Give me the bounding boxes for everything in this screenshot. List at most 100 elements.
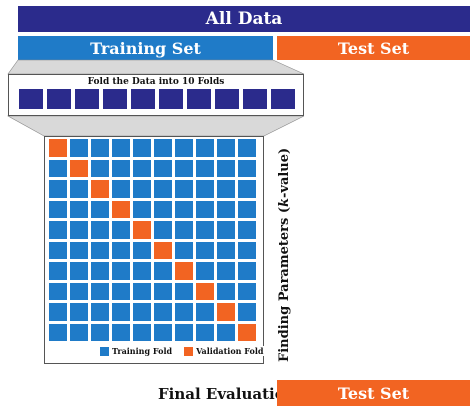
training-fold-cell	[70, 221, 88, 239]
training-fold-cell	[70, 303, 88, 321]
training-fold-cell	[91, 139, 109, 157]
side-label: Finding Parameters (k-value)	[277, 148, 292, 362]
training-fold-cell	[154, 159, 172, 177]
training-fold-cell	[112, 303, 130, 321]
training-fold-cell	[49, 200, 67, 218]
training-fold-cell	[112, 241, 130, 259]
training-fold-cell	[91, 303, 109, 321]
training-set-label: Training Set	[90, 38, 201, 58]
training-fold-cell	[133, 180, 151, 198]
training-fold-cell	[133, 303, 151, 321]
training-fold-cell	[238, 221, 256, 239]
training-fold-cell	[196, 241, 214, 259]
training-fold-cell	[133, 241, 151, 259]
training-fold-cell	[112, 323, 130, 341]
training-fold-cell	[175, 241, 193, 259]
training-fold-cell	[49, 323, 67, 341]
training-fold-cell	[217, 159, 235, 177]
training-swatch	[100, 346, 109, 356]
validation-fold-cell	[49, 139, 67, 157]
fold-block	[215, 89, 239, 109]
training-fold-cell	[196, 200, 214, 218]
training-fold-cell	[238, 159, 256, 177]
training-fold-cell	[175, 139, 193, 157]
validation-fold-cell	[196, 282, 214, 300]
validation-fold-cell	[70, 159, 88, 177]
training-fold-cell	[154, 282, 172, 300]
training-fold-cell	[49, 282, 67, 300]
fold-block	[131, 89, 155, 109]
side-label-italic: k	[277, 198, 292, 208]
test-set-bar: Test Set	[277, 36, 470, 60]
training-fold-cell	[70, 139, 88, 157]
training-fold-cell	[238, 139, 256, 157]
validation-fold-cell	[133, 221, 151, 239]
training-fold-cell	[49, 241, 67, 259]
training-fold-cell	[133, 159, 151, 177]
training-fold-cell	[70, 241, 88, 259]
cross-validation-grid-panel	[44, 136, 264, 364]
training-fold-cell	[49, 159, 67, 177]
training-fold-cell	[238, 303, 256, 321]
training-fold-cell	[112, 262, 130, 280]
training-fold-cell	[154, 139, 172, 157]
training-fold-cell	[175, 303, 193, 321]
training-fold-cell	[217, 180, 235, 198]
training-fold-cell	[112, 139, 130, 157]
training-fold-cell	[175, 282, 193, 300]
training-fold-cell	[91, 262, 109, 280]
training-fold-cell	[238, 262, 256, 280]
bottom-funnel	[6, 115, 305, 137]
training-fold-cell	[217, 221, 235, 239]
training-fold-cell	[175, 221, 193, 239]
validation-fold-cell	[175, 262, 193, 280]
training-fold-cell	[112, 221, 130, 239]
test-set-label: Test Set	[337, 38, 410, 58]
training-fold-cell	[196, 159, 214, 177]
training-fold-cell	[238, 282, 256, 300]
training-fold-cell	[49, 262, 67, 280]
fold-block	[47, 89, 71, 109]
validation-fold-cell	[238, 323, 256, 341]
legend-training-label: Training Fold	[112, 346, 173, 356]
training-fold-cell	[154, 262, 172, 280]
training-fold-cell	[91, 323, 109, 341]
training-fold-cell	[49, 303, 67, 321]
training-fold-cell	[154, 303, 172, 321]
training-fold-cell	[112, 282, 130, 300]
training-fold-cell	[70, 180, 88, 198]
cross-validation-grid	[49, 139, 256, 341]
training-fold-cell	[196, 323, 214, 341]
training-fold-cell	[91, 241, 109, 259]
folds-panel: Fold the Data into 10 Folds	[8, 74, 304, 116]
training-fold-cell	[133, 139, 151, 157]
training-fold-cell	[196, 139, 214, 157]
fold-block	[187, 89, 211, 109]
training-fold-cell	[154, 200, 172, 218]
final-test-set-bar: Test Set	[277, 380, 470, 406]
training-fold-cell	[70, 200, 88, 218]
training-fold-cell	[217, 241, 235, 259]
fold-block	[159, 89, 183, 109]
training-fold-cell	[175, 159, 193, 177]
all-data-label: All Data	[205, 9, 283, 29]
training-fold-cell	[154, 323, 172, 341]
training-fold-cell	[91, 200, 109, 218]
training-fold-cell	[196, 303, 214, 321]
training-fold-cell	[238, 241, 256, 259]
training-fold-cell	[238, 200, 256, 218]
final-evaluation-label: Final Evaluation	[158, 385, 296, 403]
training-fold-cell	[112, 180, 130, 198]
training-fold-cell	[196, 221, 214, 239]
training-fold-cell	[70, 282, 88, 300]
validation-fold-cell	[91, 180, 109, 198]
side-label-suffix: -value)	[277, 147, 292, 198]
training-fold-cell	[238, 180, 256, 198]
training-fold-cell	[49, 221, 67, 239]
training-fold-cell	[196, 180, 214, 198]
training-fold-cell	[217, 139, 235, 157]
training-fold-cell	[217, 323, 235, 341]
training-fold-cell	[133, 262, 151, 280]
folds-title: Fold the Data into 10 Folds	[87, 77, 225, 87]
training-fold-cell	[175, 200, 193, 218]
